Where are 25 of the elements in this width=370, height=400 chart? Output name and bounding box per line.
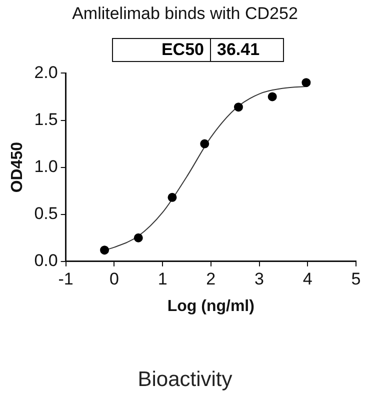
y-tick-label: 2.0 (34, 62, 58, 82)
y-tick-label: 1.0 (34, 156, 58, 176)
point (234, 102, 243, 112)
y-tick-label: 1.5 (34, 110, 58, 129)
text: Bioactivity (136, 368, 234, 392)
x-tick-label: 3 (254, 269, 264, 288)
x-tick-label: 2 (206, 269, 216, 288)
x-tick-label: 4 (302, 269, 312, 288)
text: EC50 (113, 39, 211, 61)
x-axis-title: Log (ng/ml) (167, 298, 254, 315)
point (200, 139, 210, 148)
y-tick-label: 0.0 (34, 251, 58, 270)
point (134, 233, 143, 242)
x-tick-label: 1 (158, 269, 168, 288)
point (100, 246, 110, 255)
y-axis-title: OD450 (9, 142, 26, 193)
point (302, 78, 311, 88)
x-tick-label: 5 (351, 269, 361, 288)
x-tick-label: 0 (109, 269, 119, 288)
y-tick-label: 0.5 (34, 204, 58, 224)
x-tick-label: -1 (58, 269, 74, 288)
point (168, 192, 177, 202)
chart-title: Amlitelimab binds with CD252 (71, 4, 299, 24)
text: 36.41 (216, 39, 261, 61)
point (268, 92, 277, 102)
